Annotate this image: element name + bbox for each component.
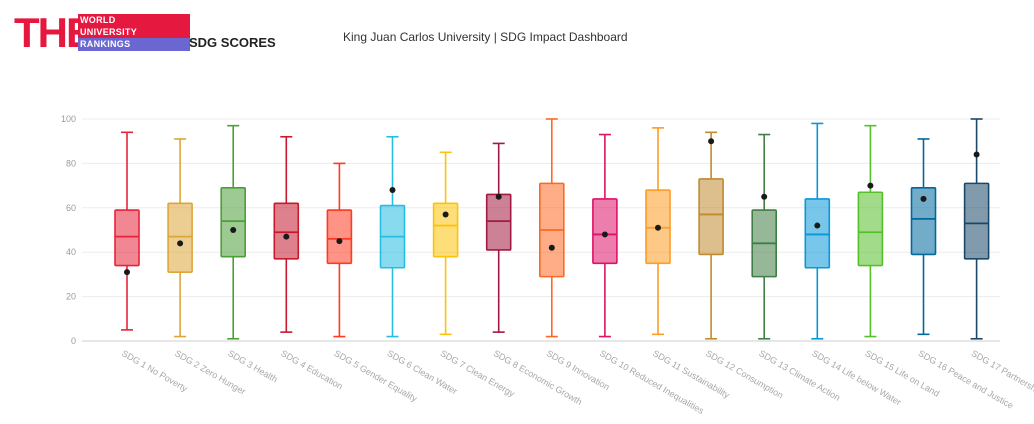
dashboard-title: King Juan Carlos University | SDG Impact… [343, 30, 628, 44]
y-axis-ticks: 0 20 40 60 80 100 [61, 114, 76, 346]
university-score-point [548, 244, 555, 251]
box-group [114, 131, 140, 331]
section-title: SDG SCORES [189, 35, 276, 50]
university-score-point [177, 240, 184, 247]
iqr-box [432, 202, 459, 258]
university-score-point [814, 222, 821, 229]
box-group [857, 124, 884, 338]
university-score-point [336, 238, 343, 245]
x-tick-label: SDG 10 Reduced Inequalities [598, 348, 706, 416]
university-score-point [389, 187, 396, 194]
iqr-box [698, 178, 724, 256]
y-tick-label: 40 [66, 247, 76, 257]
iqr-box [485, 193, 512, 251]
box-group [379, 135, 406, 338]
header: THE WORLD UNIVERSITY RANKINGS SDG SCORES… [0, 0, 1034, 70]
iqr-box [220, 187, 246, 258]
iqr-box [804, 198, 831, 269]
box-group [698, 131, 724, 340]
box-group [220, 124, 246, 340]
x-tick-label: SDG 16 Peace and Justice [917, 348, 1016, 411]
logo-line-university: UNIVERSITY [80, 27, 138, 37]
university-score-point [442, 211, 449, 218]
box-group [432, 151, 459, 336]
box-group [273, 135, 300, 333]
logo-line-rankings: RANKINGS [80, 39, 131, 49]
box-group [485, 142, 512, 333]
box-group [538, 118, 565, 338]
y-tick-label: 60 [66, 203, 76, 213]
box-series [114, 118, 990, 340]
box-group [592, 133, 618, 338]
university-score-point [124, 269, 130, 276]
iqr-box [326, 209, 353, 265]
iqr-box [114, 209, 140, 267]
university-score-point [655, 224, 661, 231]
university-score-point [761, 193, 768, 200]
y-tick-label: 20 [66, 292, 76, 302]
x-tick-label: SDG 14 Life below Water [810, 348, 903, 407]
box-group [751, 133, 778, 340]
iqr-box [910, 187, 937, 256]
university-score-point [867, 182, 874, 189]
logo-line-world: WORLD [80, 15, 116, 25]
university-score-point [973, 151, 980, 158]
x-tick-label: SDG 3 Health [226, 348, 279, 384]
box-group [326, 162, 353, 338]
iqr-box [857, 191, 884, 267]
box-group [910, 138, 937, 336]
iqr-box [963, 182, 990, 260]
university-score-point [920, 195, 927, 202]
university-score-point [708, 138, 715, 145]
university-score-point [601, 231, 608, 238]
university-score-point [495, 193, 502, 200]
iqr-box [273, 202, 300, 260]
x-tick-label: SDG 8 Economic Growth [492, 348, 584, 407]
box-group [167, 138, 193, 338]
y-tick-label: 100 [61, 114, 76, 124]
box-group [963, 118, 990, 340]
university-score-point [283, 233, 290, 240]
iqr-box [167, 202, 193, 273]
box-group [804, 122, 831, 340]
y-tick-label: 80 [66, 158, 76, 168]
box-group [645, 127, 671, 336]
iqr-box [592, 198, 618, 265]
university-score-point [230, 227, 237, 233]
logo-box: WORLD UNIVERSITY RANKINGS [78, 14, 190, 51]
y-tick-label: 0 [71, 336, 76, 346]
the-rankings-logo[interactable]: THE WORLD UNIVERSITY RANKINGS [14, 12, 190, 54]
